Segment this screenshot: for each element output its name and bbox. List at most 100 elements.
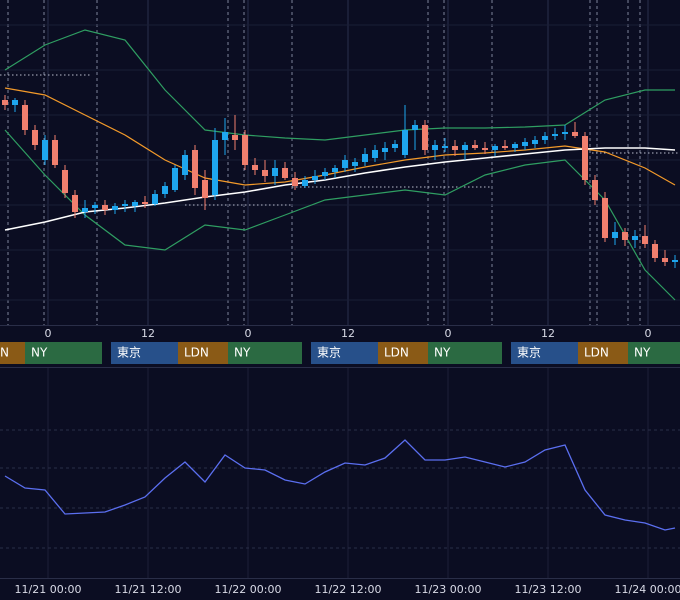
session-box <box>511 342 578 364</box>
hour-label: 0 <box>245 327 252 340</box>
candle-body <box>2 100 8 105</box>
candle-body <box>302 180 308 186</box>
candle-body <box>232 135 238 140</box>
candle-body <box>92 205 98 208</box>
candle-body <box>332 168 338 172</box>
session-label: 東京 <box>517 346 541 360</box>
candle-body <box>412 125 418 130</box>
candle-body <box>602 198 608 238</box>
session-box <box>428 342 502 364</box>
session-label: LDN <box>184 346 209 360</box>
session-box <box>178 342 228 364</box>
candle-body <box>172 168 178 190</box>
candle-body <box>82 208 88 212</box>
session-label: 東京 <box>317 346 341 360</box>
candle-body <box>122 204 128 206</box>
candle-body <box>452 146 458 150</box>
date-label: 11/23 12:00 <box>515 583 582 596</box>
candle-body <box>542 136 548 140</box>
candle-body <box>52 140 58 165</box>
overlay-line <box>4 29 675 141</box>
session-label: N <box>0 346 9 360</box>
session-box <box>311 342 378 364</box>
candle-body <box>472 145 478 148</box>
candle-body <box>32 130 38 145</box>
session-box <box>111 342 178 364</box>
hour-label: 12 <box>541 327 555 340</box>
candle-body <box>612 232 618 238</box>
indicator-line <box>4 439 676 531</box>
candle-body <box>322 172 328 176</box>
candle-body <box>562 132 568 134</box>
candle-body <box>582 136 588 180</box>
candle-body <box>382 148 388 152</box>
session-label: LDN <box>384 346 409 360</box>
candle-body <box>112 206 118 210</box>
hour-label: 12 <box>141 327 155 340</box>
candle-body <box>442 146 448 148</box>
date-label: 11/21 00:00 <box>15 583 82 596</box>
candle-body <box>272 168 278 176</box>
candle-body <box>502 146 508 148</box>
candle-body <box>142 202 148 204</box>
candle-body <box>632 236 638 240</box>
date-label: 11/23 00:00 <box>415 583 482 596</box>
candle-body <box>522 142 528 146</box>
date-label: 11/22 00:00 <box>215 583 282 596</box>
candle-body <box>552 134 558 136</box>
session-label: NY <box>634 346 651 360</box>
candle-body <box>432 145 438 150</box>
candle-body <box>402 130 408 155</box>
candle-body <box>352 162 358 166</box>
candle-body <box>292 178 298 186</box>
session-box <box>628 342 680 364</box>
candle-body <box>152 194 158 204</box>
overlay-line <box>4 129 676 301</box>
candle-body <box>512 144 518 148</box>
session-label: 東京 <box>117 346 141 360</box>
candle-body <box>482 148 488 150</box>
session-box <box>378 342 428 364</box>
candle-body <box>282 168 288 178</box>
session-box <box>0 342 25 364</box>
candle-body <box>312 176 318 180</box>
candle-body <box>42 140 48 160</box>
candle-body <box>642 236 648 244</box>
overlay-line <box>4 147 676 231</box>
session-label: NY <box>234 346 251 360</box>
hour-label: 0 <box>45 327 52 340</box>
candle-body <box>662 258 668 262</box>
candle-body <box>22 105 28 130</box>
candle-body <box>192 150 198 188</box>
candle-body <box>72 195 78 212</box>
candle-body <box>592 180 598 200</box>
date-label: 11/21 12:00 <box>115 583 182 596</box>
session-box <box>228 342 302 364</box>
candle-body <box>102 205 108 210</box>
candle-body <box>262 170 268 176</box>
session-box <box>578 342 628 364</box>
candle-body <box>222 132 228 140</box>
candle-body <box>362 154 368 162</box>
candle-body <box>212 140 218 195</box>
date-label: 11/22 12:00 <box>315 583 382 596</box>
candle-body <box>252 165 258 170</box>
candle-body <box>12 100 18 105</box>
date-label: 11/24 00:00 <box>615 583 680 596</box>
session-label: NY <box>434 346 451 360</box>
candle-body <box>672 260 678 262</box>
hour-label: 0 <box>645 327 652 340</box>
candle-body <box>622 232 628 240</box>
candle-body <box>422 125 428 150</box>
candle-body <box>462 145 468 150</box>
candle-body <box>202 180 208 198</box>
candle-body <box>242 135 248 165</box>
candle-body <box>572 132 578 136</box>
candle-body <box>492 146 498 150</box>
session-label: LDN <box>584 346 609 360</box>
candle-body <box>132 202 138 206</box>
candle-body <box>162 186 168 194</box>
candle-body <box>532 140 538 144</box>
candle-body <box>342 160 348 168</box>
